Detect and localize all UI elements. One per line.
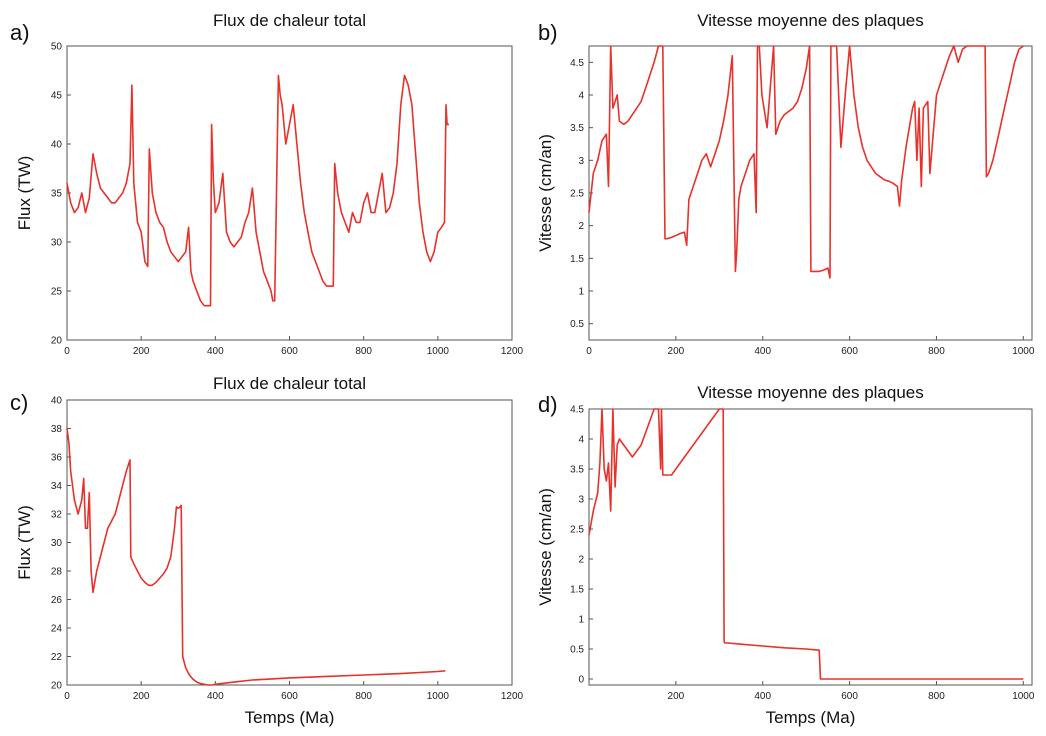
y-tick-label: 28: [51, 567, 63, 578]
y-tick-label: 26: [51, 595, 63, 606]
y-tick-label: 38: [51, 424, 63, 435]
panel-label: a): [10, 20, 30, 45]
y-tick-label: 20: [51, 681, 63, 692]
y-tick-label: 4: [578, 91, 584, 102]
x-tick-label: 400: [207, 691, 224, 702]
y-tick-label: 24: [51, 624, 63, 635]
x-tick-label: 800: [355, 346, 372, 357]
y-tick-label: 2: [578, 555, 584, 566]
y-tick-label: 35: [51, 189, 63, 200]
y-tick-label: 1: [578, 615, 584, 626]
x-tick-label: 1200: [501, 691, 524, 702]
x-tick-label: 0: [64, 691, 70, 702]
y-tick-label: 3: [578, 156, 584, 167]
x-tick-label: 1000: [1012, 346, 1035, 357]
x-tick-label: 400: [754, 691, 771, 702]
y-axis-label: Vitesse (cm/an): [536, 488, 555, 606]
x-tick-label: 800: [355, 691, 372, 702]
y-tick-label: 30: [51, 238, 63, 249]
panel-label: b): [538, 20, 558, 45]
chart-title: Flux de chaleur total: [213, 374, 366, 393]
x-tick-label: 400: [754, 346, 771, 357]
x-axis-label: Temps (Ma): [766, 708, 856, 727]
chart-panel-0: a) Flux de chaleur total Flux (TW) 0 200 400 6…: [10, 11, 524, 357]
y-axis-label: Flux (TW): [15, 156, 34, 231]
y-tick-label: 0.5: [570, 319, 584, 330]
x-tick-label: 600: [841, 691, 858, 702]
y-tick-label: 4: [578, 435, 584, 446]
x-tick-label: 200: [133, 691, 150, 702]
x-tick-label: 1000: [427, 691, 450, 702]
x-tick-label: 1200: [501, 346, 524, 357]
x-tick-label: 800: [928, 691, 945, 702]
series-line: [66, 428, 446, 686]
y-tick-label: 3.5: [570, 123, 584, 134]
plot-frame: [588, 408, 1033, 686]
chart-title: Vitesse moyenne des plaques: [697, 383, 924, 402]
y-tick-label: 22: [51, 652, 63, 663]
y-tick-label: 4.5: [570, 405, 584, 416]
y-axis-label: Flux (TW): [15, 505, 34, 580]
y-tick-label: 2: [578, 221, 584, 232]
x-tick-label: 1000: [427, 346, 450, 357]
y-tick-label: 0: [578, 675, 584, 686]
y-tick-label: 45: [51, 91, 63, 102]
x-tick-label: 200: [133, 346, 150, 357]
y-tick-label: 40: [51, 140, 63, 151]
chart-panel-2: c) Flux de chaleur total Flux (TW) Temps (M…: [10, 374, 524, 727]
y-tick-label: 20: [51, 336, 63, 347]
chart-panel-1: b) Vitesse moyenne des plaques Vitesse (cm…: [536, 11, 1035, 357]
x-tick-label: 200: [668, 691, 685, 702]
x-tick-label: 600: [841, 346, 858, 357]
plot-frame: [66, 45, 513, 341]
y-tick-label: 2.5: [570, 189, 584, 200]
y-tick-label: 4.5: [570, 58, 584, 69]
x-tick-label: 400: [207, 346, 224, 357]
y-tick-label: 34: [51, 481, 63, 492]
series-line: [66, 74, 449, 307]
y-tick-label: 3.5: [570, 465, 584, 476]
y-tick-label: 50: [51, 42, 63, 53]
x-tick-label: 0: [64, 346, 70, 357]
x-tick-label: 0: [586, 346, 592, 357]
y-tick-label: 40: [51, 396, 63, 407]
y-tick-label: 2.5: [570, 525, 584, 536]
y-tick-label: 1: [578, 287, 584, 298]
panel-label: c): [10, 390, 28, 415]
y-tick-label: 1.5: [570, 585, 584, 596]
y-tick-label: 30: [51, 538, 63, 549]
series-line: [588, 408, 1024, 680]
series-line: [588, 45, 1024, 279]
y-tick-label: 1.5: [570, 254, 584, 265]
chart-title: Flux de chaleur total: [213, 11, 366, 30]
y-tick-label: 36: [51, 453, 63, 464]
x-tick-label: 600: [281, 691, 298, 702]
plot-frame: [66, 399, 513, 686]
y-tick-label: 0.5: [570, 645, 584, 656]
y-tick-label: 3: [578, 495, 584, 506]
y-tick-label: 25: [51, 287, 63, 298]
x-tick-label: 600: [281, 346, 298, 357]
x-tick-label: 200: [668, 346, 685, 357]
chart-panel-3: d) Vitesse moyenne des plaques Vitesse (cm…: [536, 383, 1035, 727]
chart-title: Vitesse moyenne des plaques: [697, 11, 924, 30]
panel-label: d): [538, 392, 558, 417]
x-tick-label: 1000: [1012, 691, 1035, 702]
y-axis-label: Vitesse (cm/an): [536, 134, 555, 252]
y-tick-label: 32: [51, 510, 63, 521]
x-tick-label: 800: [928, 346, 945, 357]
x-axis-label: Temps (Ma): [245, 708, 335, 727]
